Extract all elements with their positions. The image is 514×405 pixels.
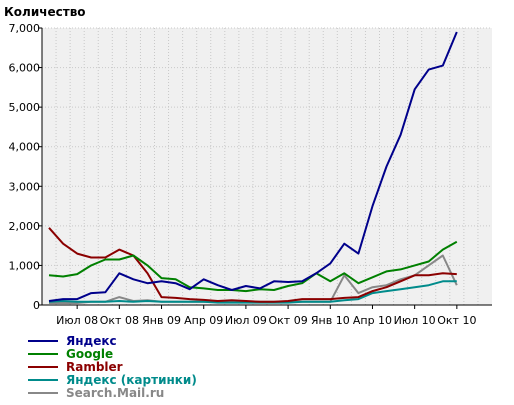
grid [42, 27, 492, 305]
y-tick-label: 6,000 [9, 62, 41, 75]
series-line-rambler [48, 227, 457, 303]
y-tick-label: 2,000 [9, 220, 41, 233]
y-tick-label: 1,000 [9, 259, 41, 272]
x-tick-label: Янв 10 [311, 314, 350, 327]
x-tick-label: Окт 09 [268, 314, 307, 327]
x-tick-label: Июл 10 [394, 314, 436, 327]
y-tick-label: 7,000 [9, 22, 41, 35]
x-tick-label: Окт 10 [437, 314, 476, 327]
series-line-яндекс-картинки [48, 280, 457, 304]
y-axis: 0 1,000 2,000 3,000 4,000 5,000 6,000 7,000 [9, 22, 43, 312]
y-tick-label: 0 [33, 299, 40, 312]
x-axis: Июл 08 Окт 08 Янв 09 Апр 09 Июл 09 Окт 09 Янв … [42, 304, 492, 327]
x-tick-label: Июл 08 [56, 314, 98, 327]
x-tick-label: Окт 08 [100, 314, 139, 327]
legend-label: Яндекс [66, 334, 117, 348]
series-line-яндекс [48, 31, 458, 302]
x-tick-label: Апр 10 [353, 314, 392, 327]
series-group [48, 31, 458, 304]
y-tick-label: 4,000 [9, 141, 41, 154]
legend-label: Search.Mail.ru [66, 386, 164, 400]
y-axis-title: Количество [4, 5, 86, 19]
legend-label: Rambler [66, 360, 123, 374]
y-tick-label: 3,000 [9, 180, 41, 193]
y-tick-label: 5,000 [9, 101, 41, 114]
x-tick-label: Апр 09 [184, 314, 223, 327]
series-line-google [48, 240, 458, 293]
legend-label: Яндекс (картинки) [66, 373, 197, 387]
x-tick-label: Янв 09 [142, 314, 181, 327]
legend-label: Google [66, 347, 113, 361]
x-tick-label: Июл 09 [225, 314, 267, 327]
